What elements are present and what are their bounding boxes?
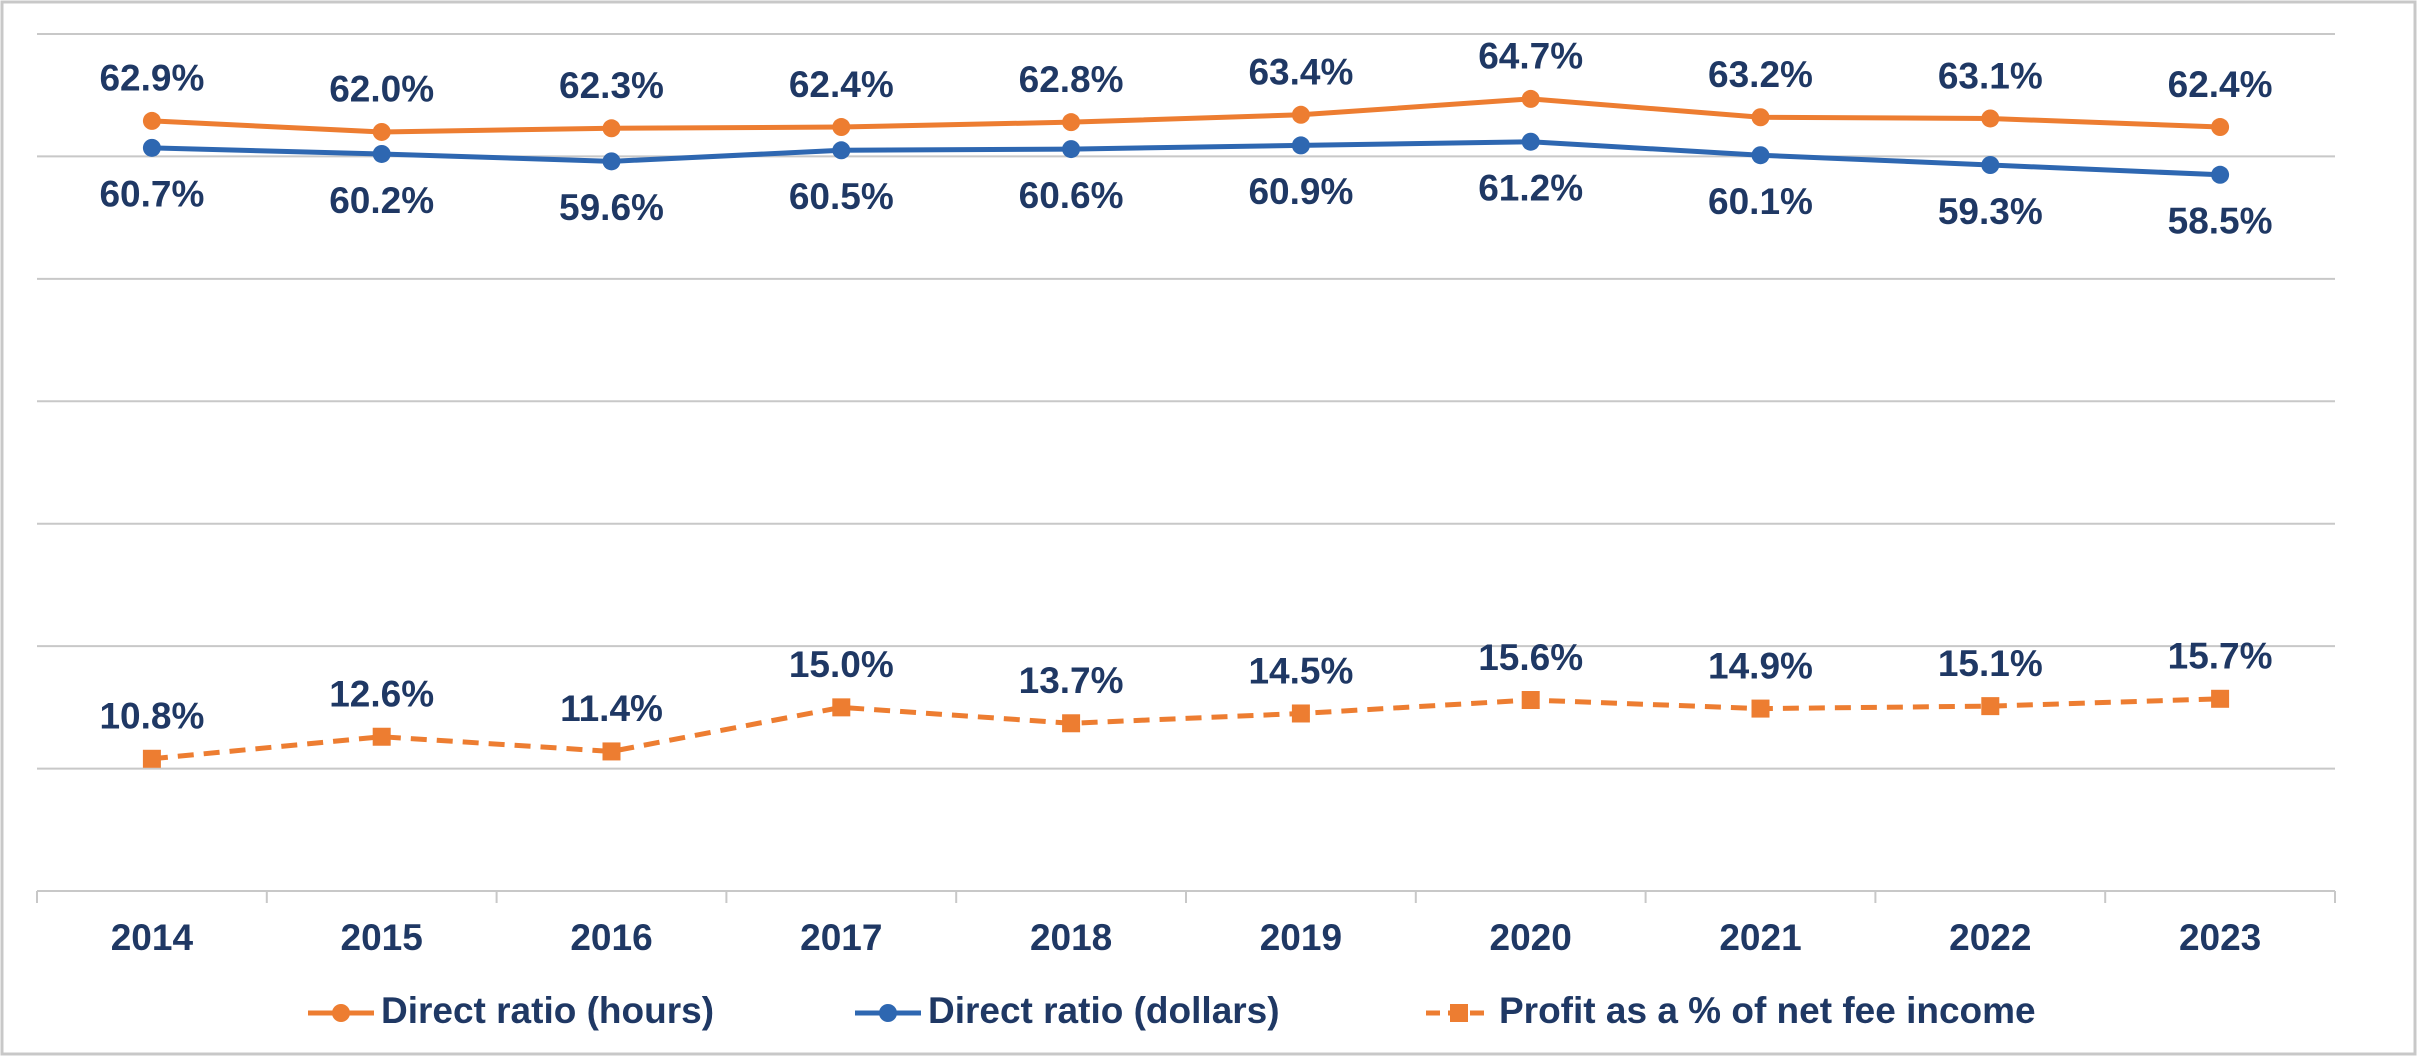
x-tick-label: 2023 (2179, 917, 2261, 958)
marker (602, 119, 621, 138)
series-line (151, 96, 2221, 135)
x-tick-label: 2020 (1490, 917, 1572, 958)
marker (372, 144, 391, 163)
data-label: 62.0% (329, 69, 434, 110)
marker (142, 138, 161, 157)
legend-label: Direct ratio (hours) (381, 990, 714, 1031)
marker (2211, 165, 2230, 184)
marker (1751, 146, 1770, 165)
data-label: 11.4% (560, 688, 663, 729)
x-tick-label: 2019 (1260, 917, 1342, 958)
x-tick-label: 2014 (111, 917, 194, 958)
legend-item: Profit as a % of net fee income (1426, 990, 2036, 1031)
marker (832, 141, 851, 160)
marker (1981, 697, 2000, 716)
data-label: 62.9% (99, 58, 204, 99)
x-tick-label: 2018 (1030, 917, 1112, 958)
data-label: 60.1% (1708, 181, 1813, 222)
marker (602, 152, 621, 171)
marker (832, 118, 851, 137)
data-label: 62.3% (559, 65, 664, 106)
data-label: 59.6% (559, 187, 664, 228)
data-label: 60.9% (1248, 171, 1353, 212)
data-label: 62.4% (2168, 64, 2273, 105)
marker (142, 111, 161, 130)
data-label: 62.4% (789, 64, 894, 105)
data-label: 61.2% (1478, 168, 1583, 209)
data-label: 60.2% (329, 180, 434, 221)
marker (1521, 89, 1540, 108)
data-label: 62.8% (1019, 59, 1124, 100)
marker (602, 742, 621, 761)
series-line (151, 139, 2221, 178)
x-tick-label: 2021 (1719, 917, 1801, 958)
x-tick-label: 2015 (341, 917, 423, 958)
series-line (151, 696, 2221, 762)
legend-label: Profit as a % of net fee income (1499, 990, 2036, 1031)
data-label: 59.3% (1938, 191, 2043, 232)
marker (2211, 118, 2230, 137)
marker (1751, 108, 1770, 127)
marker (1291, 136, 1310, 155)
marker (1062, 714, 1081, 733)
marker (1062, 140, 1081, 159)
data-label: 60.6% (1019, 175, 1124, 216)
data-label: 64.7% (1478, 36, 1583, 77)
legend-marker (879, 1004, 897, 1022)
legend-marker (1450, 1004, 1468, 1022)
data-label: 63.4% (1248, 52, 1353, 93)
marker (372, 122, 391, 141)
marker (1751, 699, 1770, 718)
data-label: 13.7% (1019, 660, 1124, 701)
data-label: 15.0% (789, 644, 894, 685)
data-label: 15.6% (1478, 637, 1583, 678)
legend-item: Direct ratio (dollars) (855, 990, 1280, 1031)
marker (1062, 113, 1081, 132)
marker (832, 698, 851, 717)
legend-marker (332, 1004, 350, 1022)
marker (1521, 691, 1540, 710)
marker (1521, 132, 1540, 151)
legend-label: Direct ratio (dollars) (928, 990, 1280, 1031)
data-label: 60.7% (99, 174, 204, 215)
marker (372, 727, 391, 746)
x-tick-label: 2016 (570, 917, 652, 958)
data-label: 14.5% (1248, 650, 1353, 691)
data-label: 63.2% (1708, 54, 1813, 95)
x-tick-label: 2022 (1949, 917, 2031, 958)
data-label: 60.5% (789, 176, 894, 217)
marker (1981, 109, 2000, 128)
data-label: 15.7% (2168, 636, 2273, 677)
marker (1981, 155, 2000, 174)
data-label: 12.6% (329, 674, 434, 715)
data-label: 15.1% (1938, 643, 2043, 684)
marker (1291, 105, 1310, 124)
data-label: 14.9% (1708, 645, 1813, 686)
marker (1291, 704, 1310, 723)
x-tick-label: 2017 (800, 917, 882, 958)
marker (2211, 689, 2230, 708)
marker (142, 749, 161, 768)
data-label: 63.1% (1938, 55, 2043, 96)
data-label: 58.5% (2168, 201, 2273, 242)
data-label: 10.8% (99, 696, 204, 737)
legend-item: Direct ratio (hours) (308, 990, 714, 1031)
